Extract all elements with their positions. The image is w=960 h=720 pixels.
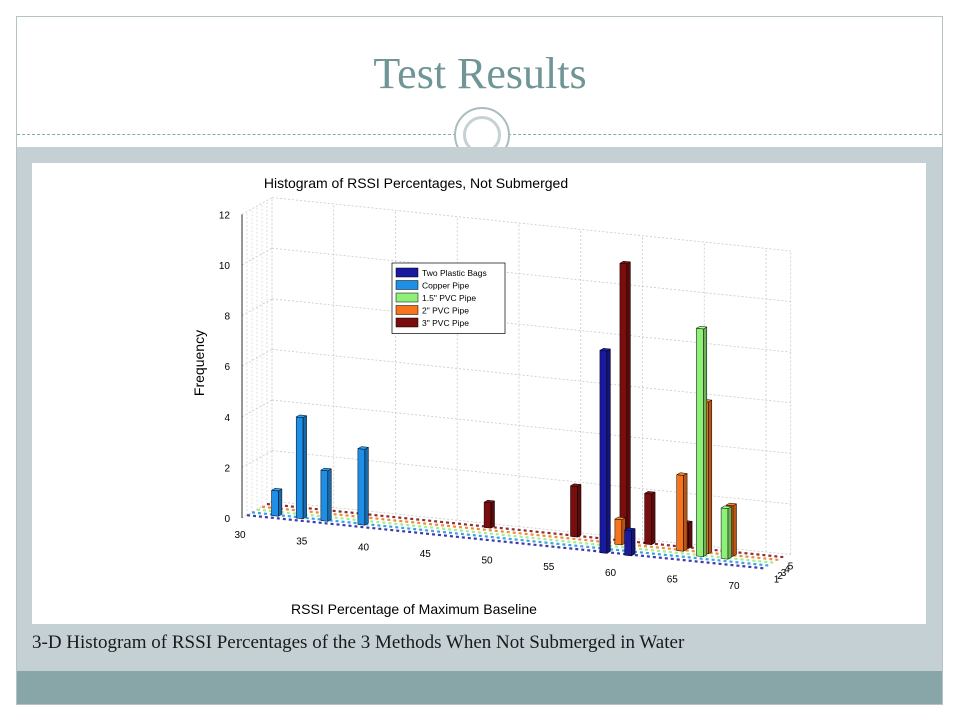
x-tick-label: 40 [358,543,370,554]
chart-title: Histogram of RSSI Percentages, Not Subme… [264,175,568,191]
depth-tick-label: 3 [781,568,787,579]
x-tick-label: 35 [296,536,308,547]
depth-tick-label: 5 [788,561,794,572]
grid-line [271,247,791,302]
floor-marker [246,514,766,570]
y-tick-label: 12 [219,210,231,221]
bar [320,467,333,522]
grid-line [241,197,273,215]
legend-swatch [395,280,419,290]
y-tick-label: 6 [224,362,230,373]
grid-line [241,450,273,468]
y-tick-label: 8 [224,312,230,323]
x-tick-label: 55 [543,562,555,573]
x-tick-label: 50 [481,555,493,566]
legend-label: Copper Pipe [422,281,470,291]
grid-line [271,298,791,353]
bar [643,491,656,546]
legend-swatch [395,317,419,328]
bar [623,527,636,557]
y-tick-label: 2 [224,463,230,474]
bar [599,348,612,554]
y-axis-label: Frequency [191,330,207,396]
depth-tick-label: 1 [774,575,780,586]
footer-band [17,671,942,704]
bar [357,446,370,526]
floor-marker [251,511,771,567]
legend-label: Two Plastic Bags [422,268,487,278]
grid-line [271,197,791,252]
bar [295,414,308,520]
slide-caption: 3-D Histogram of RSSI Percentages of the… [32,632,685,653]
x-tick-label: 30 [234,530,246,541]
bar [569,483,582,538]
plot-panel [32,163,926,624]
x-tick-label: 70 [728,581,740,592]
grid-line [241,349,273,367]
x-tick-label: 60 [605,568,617,579]
y-tick-label: 4 [224,413,230,424]
grid-line [241,298,273,316]
floor-marker [256,508,776,565]
bar [695,326,708,558]
legend-label: 3" PVC Pipe [422,318,469,328]
x-axis-label: RSSI Percentage of Maximum Baseline [291,601,537,617]
bar [270,488,283,517]
bar [483,499,496,529]
depth-tick-label: 2 [777,571,783,582]
grid-line [271,399,791,454]
bars [270,260,738,560]
legend-swatch [395,292,419,303]
bar [720,505,733,560]
x-tick-label: 45 [420,549,432,560]
grid-line [271,500,791,555]
bar [675,472,688,552]
y-tick-label: 10 [219,261,231,272]
grid-line [271,349,791,404]
legend-swatch [395,267,419,278]
legend-label: 1.5" PVC Pipe [422,293,476,303]
bar [614,516,627,546]
x-tick-label: 65 [667,574,679,585]
grid-line [271,450,791,505]
bar [619,260,632,543]
legend: Two Plastic Bags Copper Pipe 1.5" PVC Pipe… [391,262,506,334]
legend-swatch [395,305,419,315]
floor-marker [261,505,781,562]
y-tick-label: 0 [224,514,230,525]
legend-label: 2" PVC Pipe [422,306,469,316]
slide-title: Test Results [373,49,587,98]
depth-tick-label: 4 [784,565,790,576]
